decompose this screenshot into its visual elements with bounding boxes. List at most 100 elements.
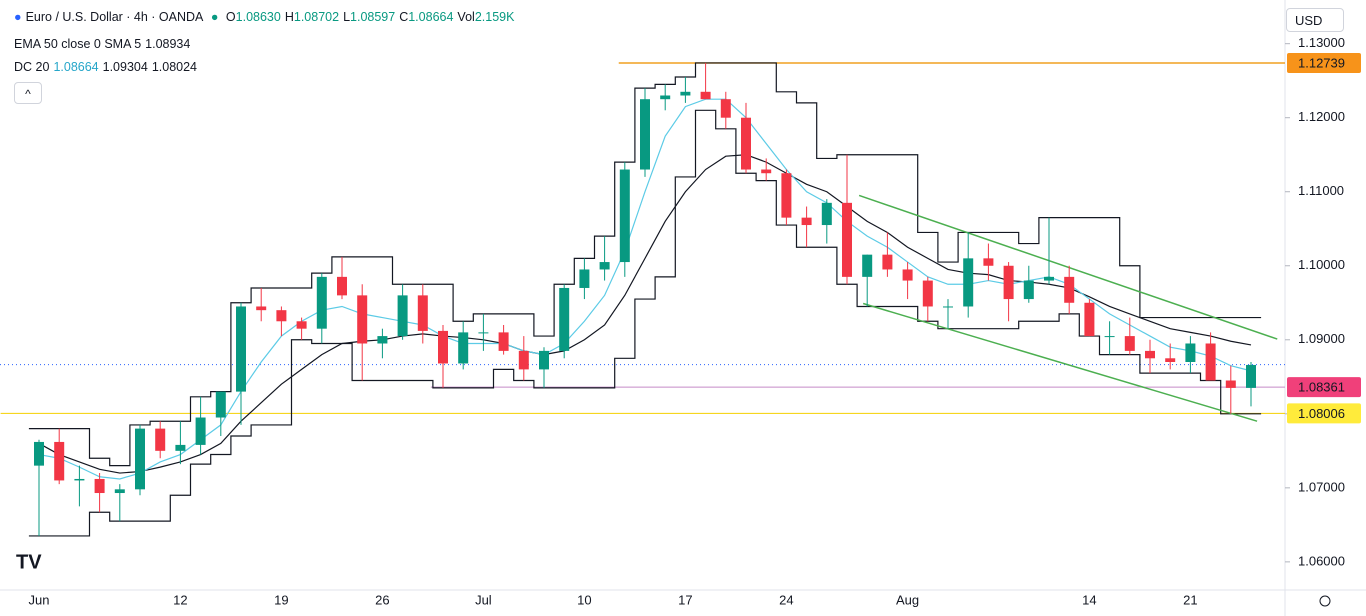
candle-body <box>256 306 267 311</box>
indicator-label: DC 20 <box>14 60 50 74</box>
symbol: Euro / U.S. Dollar · 4h · OANDA <box>25 10 204 24</box>
candle-body <box>195 417 206 445</box>
candle-body <box>34 441 44 466</box>
indicator-value: 1.09304 <box>102 60 148 74</box>
settings-icon[interactable] <box>1319 595 1331 607</box>
ohlc-label: Vol <box>457 10 475 24</box>
currency-select[interactable]: USD <box>1286 8 1344 32</box>
y-tick-label: 1.07000 <box>1298 479 1345 494</box>
indicator-value: 1.08934 <box>145 37 191 51</box>
candle-body <box>842 202 852 277</box>
indicator-ema: EMA 50 close 0 SMA 5 1.08934 <box>14 37 194 51</box>
candle-body <box>1145 350 1155 359</box>
x-tick-label: Jul <box>475 592 492 607</box>
candle-body <box>236 306 246 392</box>
level-tag <box>1287 52 1361 73</box>
candle-body <box>599 262 610 270</box>
candle-body <box>943 306 953 308</box>
candle-body <box>781 173 792 218</box>
level-label: 1.08361 <box>1298 380 1345 395</box>
candle-body <box>215 391 226 418</box>
ohlc-label: H <box>284 10 294 24</box>
candle-body <box>963 258 974 307</box>
candle-body <box>1003 265 1014 300</box>
candle-body <box>619 169 630 263</box>
level-tag <box>1287 377 1361 398</box>
candle-body <box>438 330 448 364</box>
candle-body <box>1225 380 1236 388</box>
indicator-line <box>28 109 1262 537</box>
candle-body <box>680 91 691 96</box>
plot-area <box>0 62 1285 537</box>
x-tick-label: 24 <box>779 592 793 607</box>
candle-body <box>478 332 489 334</box>
candle-body <box>1205 343 1216 381</box>
y-tick-label: 1.09000 <box>1298 331 1345 346</box>
x-tick-label: 10 <box>577 592 591 607</box>
candle-body <box>902 269 913 281</box>
candle-body <box>498 332 509 351</box>
candle-body <box>720 99 731 118</box>
candle-body <box>296 321 307 329</box>
candle-body <box>458 332 469 364</box>
x-tick-label: Jun <box>29 592 50 607</box>
ohlc-value: 1.08702 <box>293 10 340 24</box>
candle-body <box>1044 276 1054 281</box>
candle-body <box>559 287 570 351</box>
indicator-label: EMA 50 close 0 SMA 5 <box>14 37 142 51</box>
level-tag <box>1287 403 1361 424</box>
ohlc-value: 1.08630 <box>235 10 281 24</box>
candle-body <box>1104 336 1115 338</box>
candle-body <box>741 117 751 170</box>
candle-body <box>801 217 812 226</box>
candle-body <box>882 254 893 270</box>
collapse-button[interactable]: ^ <box>14 82 42 104</box>
candle-body <box>1165 358 1176 362</box>
header-line: ● Euro / U.S. Dollar · 4h · OANDA ● O1.08… <box>14 10 522 24</box>
candle-body <box>862 254 873 277</box>
x-tick-label: 19 <box>274 592 288 607</box>
indicator-line <box>28 62 1262 467</box>
candle-body <box>983 258 994 266</box>
level-label: 1.12739 <box>1298 55 1345 70</box>
candle-body <box>539 350 549 370</box>
symbol-icon: ● <box>14 10 22 24</box>
x-tick-label: 26 <box>375 592 389 607</box>
ohlc-value: 1.08664 <box>408 10 454 24</box>
channel-line <box>858 194 1278 340</box>
x-tick-label: 12 <box>173 592 187 607</box>
candle-body <box>417 295 428 331</box>
candle-body <box>660 95 671 100</box>
indicator-dc: DC 20 1.08664 1.09304 1.08024 <box>14 60 201 74</box>
candle-body <box>276 310 287 322</box>
candle-body <box>1246 364 1256 388</box>
level-label: 1.08006 <box>1298 406 1345 421</box>
x-tick-label: 17 <box>678 592 692 607</box>
x-tick-label: 14 <box>1082 592 1096 607</box>
y-tick-label: 1.11000 <box>1298 183 1344 198</box>
candle-body <box>761 169 772 174</box>
indicator-value: 1.08024 <box>151 60 197 74</box>
candle-body <box>337 276 347 296</box>
candle-body <box>316 276 327 329</box>
candle-body <box>640 99 650 170</box>
ohlc-label: L <box>343 10 351 24</box>
candle-body <box>1185 343 1196 362</box>
candle-body <box>700 91 711 100</box>
candle-body <box>518 350 529 370</box>
y-tick-label: 1.13000 <box>1298 35 1345 50</box>
candle-body <box>1124 336 1135 351</box>
candle-body <box>1023 280 1034 300</box>
status-dot: ● <box>210 10 219 24</box>
candle-body <box>922 280 933 307</box>
ohlc-label: C <box>399 10 409 24</box>
ohlc-value: 1.08597 <box>350 10 396 24</box>
candle-body <box>1084 302 1095 337</box>
candle-body <box>821 202 832 226</box>
y-tick-label: 1.06000 <box>1298 553 1345 568</box>
ohlc-label: O <box>225 10 236 24</box>
candle-body <box>377 336 388 344</box>
